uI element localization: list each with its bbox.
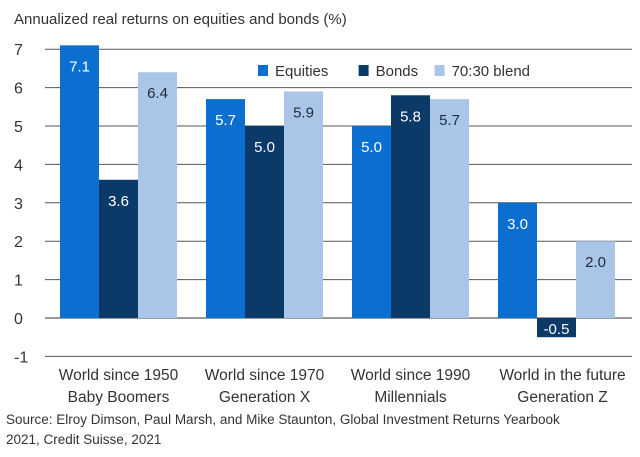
- x-tick-label: World since 1950: [59, 367, 179, 384]
- legend-swatch: [258, 65, 268, 76]
- chart-title: Annualized real returns on equities and …: [14, 11, 347, 28]
- y-tick-label: 0: [14, 311, 23, 328]
- y-tick-label: 6: [14, 81, 23, 98]
- x-tick-label: Millennials: [374, 389, 447, 406]
- bar-bonds: [537, 318, 576, 338]
- x-tick-label: Generation Z: [517, 389, 607, 406]
- bar-bonds: [245, 126, 284, 318]
- data-label: 3.0: [507, 216, 528, 233]
- legend-label: 70:30 blend: [452, 63, 530, 80]
- legend-label: Bonds: [376, 63, 419, 80]
- data-label: 5.7: [215, 112, 236, 129]
- source-line-2: 2021, Credit Suisse, 2021: [6, 432, 161, 447]
- data-label: 3.6: [108, 193, 129, 210]
- bar-70-30-blend: [138, 72, 177, 319]
- legend-label: Equities: [275, 63, 328, 80]
- y-tick-label: 7: [14, 42, 23, 59]
- y-tick-label: 5: [14, 119, 23, 136]
- bar-equities: [206, 99, 245, 319]
- x-tick-label: Baby Boomers: [68, 389, 170, 406]
- data-label: 5.0: [254, 139, 275, 156]
- y-tick-label: 2: [14, 234, 23, 251]
- x-tick-label: Generation X: [219, 389, 311, 406]
- bar-bonds: [99, 179, 138, 318]
- y-tick-label: 3: [14, 196, 23, 213]
- bar-70-30-blend: [284, 91, 323, 318]
- legend-swatch: [434, 65, 445, 76]
- data-label: 5.8: [400, 108, 421, 125]
- x-tick-label: World in the future: [499, 367, 625, 384]
- legend-swatch: [358, 65, 369, 76]
- y-tick-label: -1: [14, 349, 28, 366]
- data-label: 5.9: [293, 104, 314, 121]
- data-label: 5.7: [439, 112, 460, 129]
- bar-70-30-blend: [576, 241, 615, 318]
- source-line-1: Source: Elroy Dimson, Paul Marsh, and Mi…: [6, 412, 560, 427]
- x-tick-label: World since 1990: [351, 367, 471, 384]
- y-tick-label: 1: [14, 273, 23, 290]
- data-label: -0.5: [544, 321, 570, 338]
- data-label: 7.1: [69, 58, 90, 75]
- x-tick-label: World since 1970: [205, 367, 325, 384]
- bar-70-30-blend: [430, 99, 469, 319]
- bar-equities: [498, 202, 537, 318]
- data-label: 2.0: [585, 254, 606, 271]
- y-tick-label: 4: [14, 157, 23, 174]
- bar-equities: [352, 126, 391, 318]
- data-label: 6.4: [147, 85, 168, 102]
- data-label: 5.0: [361, 139, 382, 156]
- bar-bonds: [391, 95, 430, 318]
- bar-equities: [60, 45, 99, 319]
